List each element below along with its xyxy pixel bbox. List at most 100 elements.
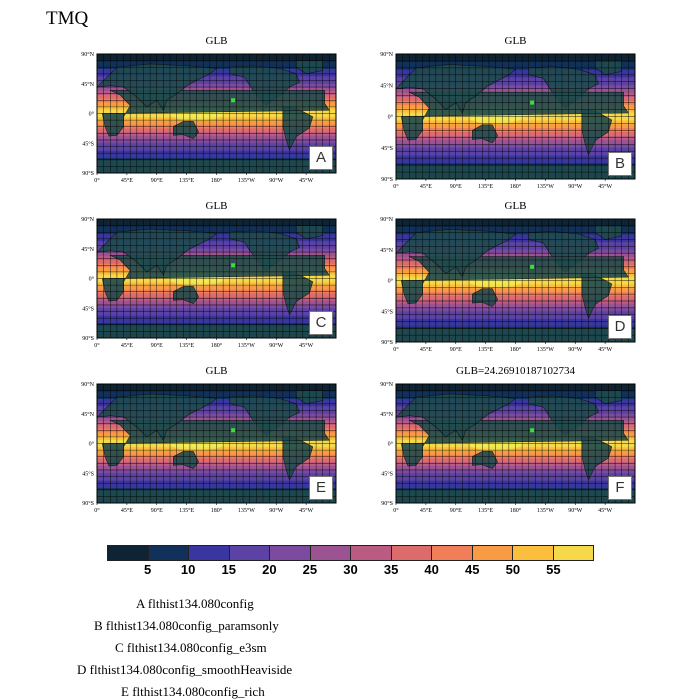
- x-tick-label: 45°W: [598, 346, 612, 353]
- panel-letter: A: [309, 146, 333, 170]
- y-tick-label: 0°: [89, 111, 95, 118]
- site-marker: [530, 264, 535, 269]
- x-tick-label: 0°: [94, 342, 100, 349]
- x-tick-label: 90°W: [269, 342, 283, 349]
- colorbar-swatch: [513, 546, 554, 560]
- y-tick-label: 45°S: [82, 305, 94, 312]
- y-tick-label: 45°S: [82, 140, 94, 147]
- colorbar-swatch: [108, 546, 149, 560]
- map-panel-f: GLB=24.26910187102734 0° 45°E 90°E 135°E 180…: [380, 365, 636, 514]
- x-tick-label: 90°E: [450, 183, 462, 190]
- x-tick-label: 135°E: [179, 177, 194, 184]
- y-tick-label: 90°S: [82, 335, 94, 342]
- x-tick-label: 135°W: [238, 177, 255, 184]
- x-tick-label: 45°W: [299, 177, 313, 184]
- continent: [173, 121, 199, 139]
- y-tick-label: 45°N: [81, 411, 94, 418]
- y-tick-label: 45°S: [381, 308, 393, 315]
- map-panel-e: GLB 0° 45°E 90°E 135°E 180° 135°W 90°W 45°W 90°N…: [81, 365, 337, 514]
- map-svg: 0° 45°E 90°E 135°E 180° 135°W 90°W 45°W 90°N 45°N…: [81, 51, 337, 184]
- y-tick-label: 45°N: [380, 247, 393, 254]
- panel-title: GLB: [504, 200, 527, 212]
- colorbar-label: 35: [383, 562, 399, 577]
- x-tick-label: 90°W: [568, 346, 582, 353]
- y-tick-label: 90°N: [81, 216, 94, 223]
- legend-item-a: A flthist134.080config: [136, 596, 254, 611]
- x-tick-label: 135°W: [238, 342, 255, 349]
- y-tick-label: 90°N: [380, 51, 393, 58]
- x-tick-label: 135°W: [238, 507, 255, 514]
- x-tick-label: 180°: [211, 177, 223, 184]
- x-tick-label: 90°E: [450, 507, 462, 514]
- x-tick-label: 45°W: [299, 342, 313, 349]
- x-tick-label: 0°: [393, 346, 399, 353]
- x-tick-label: 0°: [94, 177, 100, 184]
- colorbar-labels: 5 10 15 20 25 30 35 40 45 50 55: [107, 562, 594, 580]
- map-svg: 0° 45°E 90°E 135°E 180° 135°W 90°W 45°W 90°N 45°N…: [380, 51, 636, 190]
- x-tick-label: 90°E: [151, 342, 163, 349]
- colorbar-swatch: [391, 546, 432, 560]
- map-panel-d: GLB 0° 45°E 90°E 135°E 180° 135°W 90°W 45°W 90°N…: [380, 200, 636, 353]
- legend-item-c: C flthist134.080config_e3sm: [115, 640, 267, 655]
- y-tick-label: 0°: [388, 441, 394, 448]
- y-tick-label: 45°N: [380, 82, 393, 89]
- y-tick-label: 0°: [89, 276, 95, 283]
- colorbar-label: 15: [221, 562, 236, 577]
- site-marker: [530, 428, 535, 433]
- x-tick-label: 45°E: [121, 342, 133, 349]
- x-tick-label: 45°W: [598, 183, 612, 190]
- x-tick-label: 90°E: [151, 507, 163, 514]
- map-panel-a: GLB 0° 45°E 90°E 135°E 180° 135°W 90°W 45°W 90°N…: [81, 35, 337, 184]
- x-tick-label: 90°E: [151, 177, 163, 184]
- y-tick-label: 90°N: [81, 51, 94, 58]
- colorbar-swatch: [229, 546, 270, 560]
- colorbar-swatch: [472, 546, 513, 560]
- colorbar-label: 30: [343, 562, 358, 577]
- x-tick-label: 135°E: [179, 507, 194, 514]
- x-tick-label: 135°E: [179, 342, 194, 349]
- x-tick-label: 45°W: [299, 507, 313, 514]
- x-tick-label: 90°E: [450, 346, 462, 353]
- panel-title: GLB: [205, 365, 228, 377]
- x-tick-label: 90°W: [269, 507, 283, 514]
- y-tick-label: 90°S: [82, 500, 94, 507]
- colorbar-swatch: [189, 546, 230, 560]
- x-tick-label: 180°: [211, 507, 223, 514]
- panel-title: GLB: [205, 35, 228, 47]
- y-tick-label: 90°S: [82, 170, 94, 177]
- colorbar-label: 5: [143, 562, 152, 577]
- x-tick-label: 90°W: [568, 507, 582, 514]
- map-svg: 0° 45°E 90°E 135°E 180° 135°W 90°W 45°W 90°N 45°N…: [380, 216, 636, 353]
- x-tick-label: 90°W: [568, 183, 582, 190]
- continent: [472, 124, 498, 144]
- figure-title: TMQ: [46, 8, 89, 29]
- colorbar: [107, 545, 594, 561]
- x-tick-label: 135°E: [478, 507, 493, 514]
- y-tick-label: 0°: [388, 114, 394, 121]
- panel-letter: C: [309, 311, 333, 335]
- map-svg: 0° 45°E 90°E 135°E 180° 135°W 90°W 45°W 90°N 45°N…: [81, 381, 337, 514]
- x-tick-label: 0°: [94, 507, 100, 514]
- y-tick-label: 90°N: [380, 381, 393, 388]
- colorbar-swatch: [553, 546, 593, 560]
- x-tick-label: 0°: [393, 507, 399, 514]
- x-tick-label: 135°E: [478, 183, 493, 190]
- colorbar-swatch: [351, 546, 392, 560]
- y-tick-label: 0°: [388, 278, 394, 285]
- x-tick-label: 45°E: [121, 507, 133, 514]
- x-tick-label: 180°: [510, 507, 522, 514]
- x-tick-label: 90°W: [269, 177, 283, 184]
- site-marker: [231, 428, 236, 433]
- panel-letter: B: [608, 152, 632, 176]
- x-tick-label: 180°: [510, 346, 522, 353]
- panel-title: GLB=24.26910187102734: [456, 365, 575, 377]
- map-svg: 0° 45°E 90°E 135°E 180° 135°W 90°W 45°W 90°N 45°N…: [380, 381, 636, 514]
- site-marker: [231, 98, 236, 103]
- colorbar-swatch: [270, 546, 311, 560]
- legend-item-e: E flthist134.080config_rich: [121, 684, 265, 699]
- x-tick-label: 45°W: [598, 507, 612, 514]
- colorbar-swatch: [310, 546, 351, 560]
- map-panel-c: GLB 0° 45°E 90°E 135°E 180° 135°W 90°W 45°W 90°N…: [81, 200, 337, 349]
- y-tick-label: 45°S: [381, 145, 393, 152]
- continent: [472, 451, 498, 469]
